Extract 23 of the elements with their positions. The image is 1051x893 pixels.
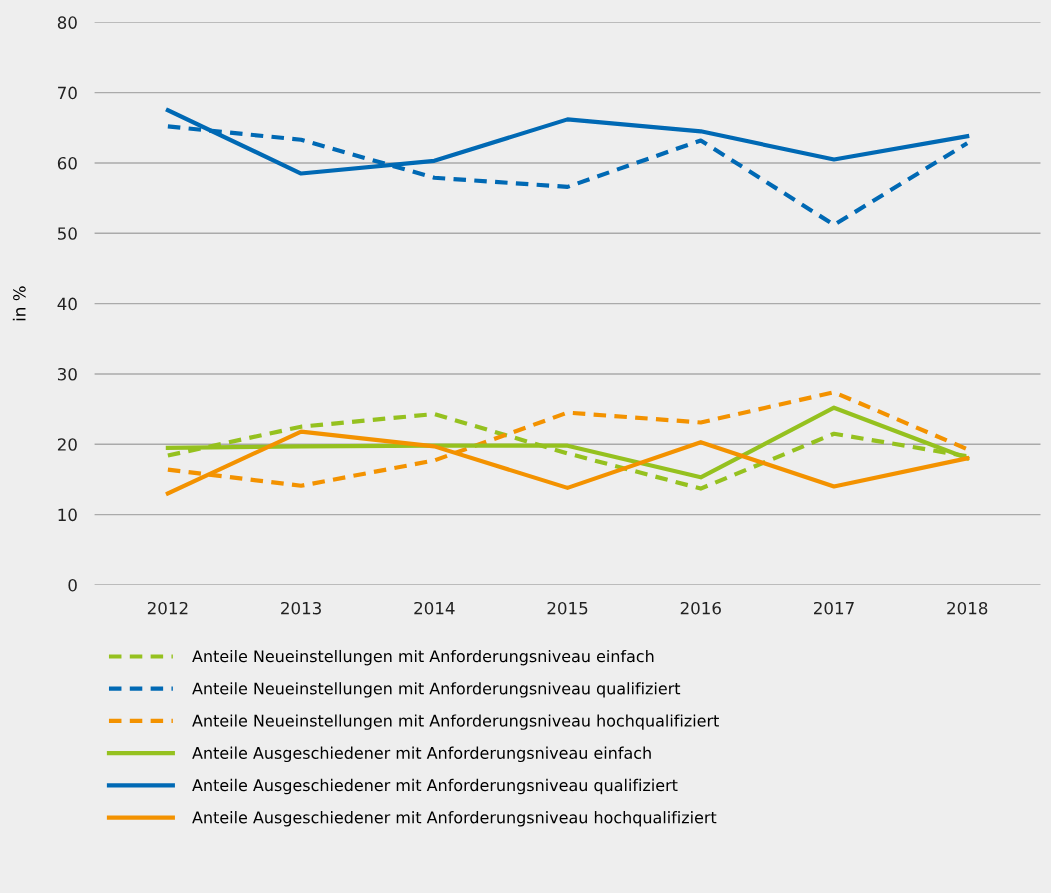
y-tick-label: 50 bbox=[58, 227, 77, 240]
legend-label: Anteile Neueinstellungen mit Anforderungsniveau einfach bbox=[192, 649, 654, 666]
x-tick-label: 2018 bbox=[947, 601, 988, 615]
y-axis-title: in % bbox=[12, 286, 26, 321]
legend-label: Anteile Ausgeschiedener mit Anforderungsniveau hochqualifiziert bbox=[192, 811, 717, 827]
y-tick-label: 10 bbox=[58, 508, 77, 522]
y-tick-label: 80 bbox=[57, 16, 77, 29]
y-tick-label: 0 bbox=[68, 578, 77, 592]
legend-label: Anteile Neueinstellungen mit Anforderungsniveau qualifiziert bbox=[192, 682, 681, 698]
legend-label: Anteile Neueinstellungen mit Anforderungsniveau hochqualifiziert bbox=[192, 714, 719, 730]
x-tick-label: 2014 bbox=[414, 601, 455, 615]
x-tick-label: 2012 bbox=[147, 601, 188, 615]
y-tick-label: 60 bbox=[57, 156, 77, 170]
y-tick-label: 70 bbox=[58, 86, 77, 100]
y-tick-label: 40 bbox=[57, 297, 77, 311]
y-tick-label: 20 bbox=[57, 438, 77, 451]
x-tick-label: 2015 bbox=[547, 601, 588, 615]
legend-label: Anteile Ausgeschiedener mit Anforderungsniveau einfach bbox=[192, 746, 651, 763]
legend-label: Anteile Ausgeschiedener mit Anforderungsniveau qualifiziert bbox=[192, 778, 678, 795]
x-tick-label: 2017 bbox=[814, 601, 854, 615]
y-tick-label: 30 bbox=[57, 367, 77, 381]
x-tick-label: 2016 bbox=[680, 601, 721, 615]
x-tick-label: 2013 bbox=[281, 601, 321, 615]
